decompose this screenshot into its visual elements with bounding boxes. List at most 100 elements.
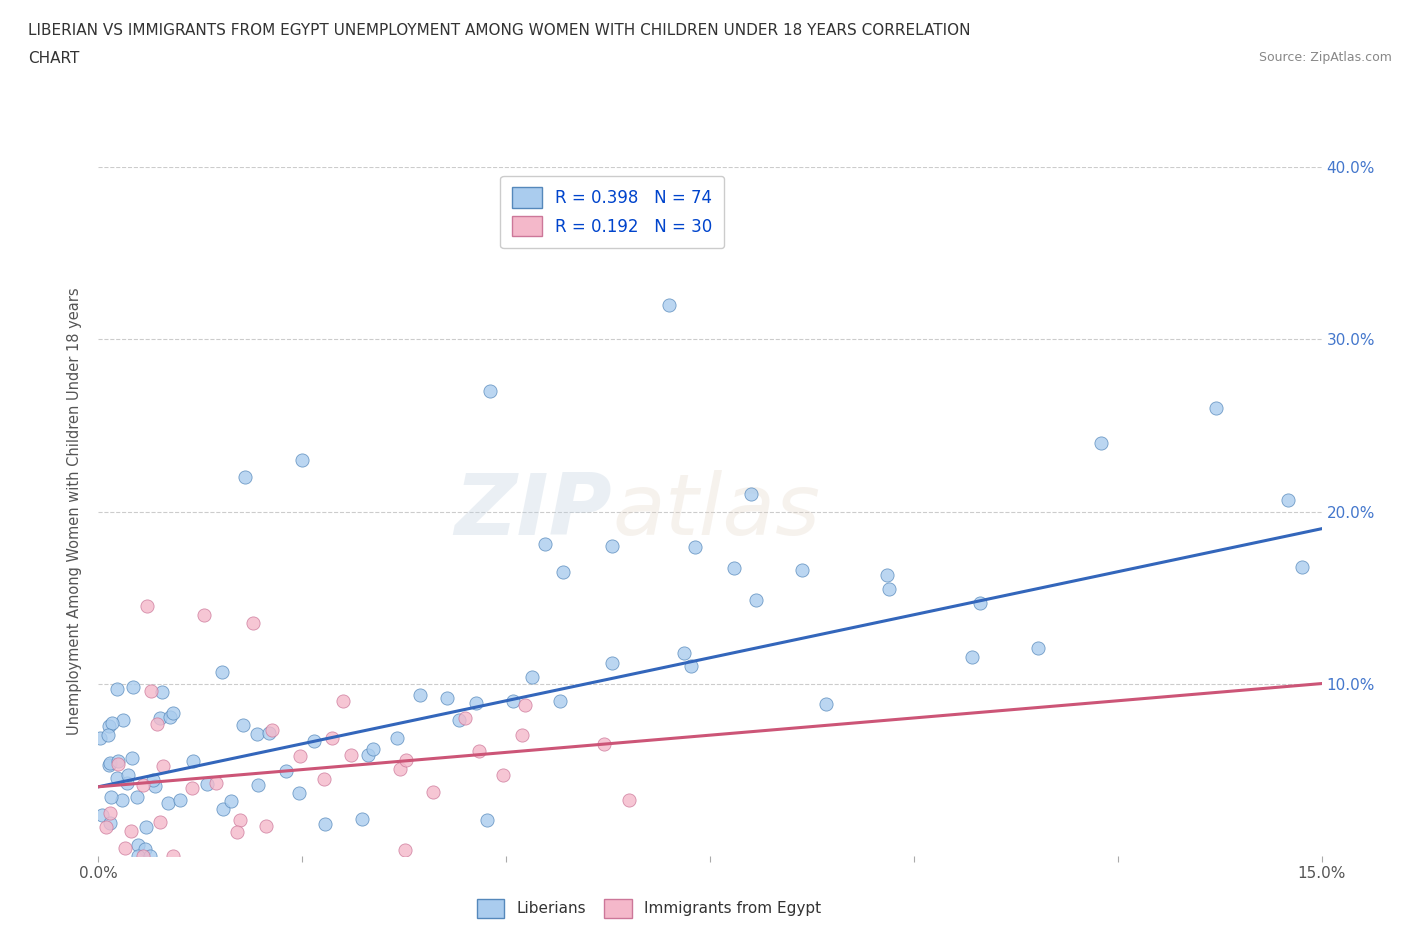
- Point: [339, 748, 361, 763]
- Point: [233, 470, 256, 485]
- Point: [247, 777, 270, 792]
- Point: [117, 767, 139, 782]
- Point: [211, 664, 233, 679]
- Point: [219, 793, 242, 808]
- Text: ZIP: ZIP: [454, 470, 612, 553]
- Point: [195, 777, 218, 791]
- Point: [408, 687, 430, 702]
- Point: [115, 776, 138, 790]
- Point: [1205, 401, 1227, 416]
- Point: [449, 713, 471, 728]
- Point: [136, 599, 159, 614]
- Point: [91, 807, 114, 822]
- Point: [394, 752, 416, 767]
- Point: [436, 690, 458, 705]
- Point: [361, 742, 384, 757]
- Point: [745, 593, 768, 608]
- Point: [134, 842, 156, 857]
- Point: [394, 843, 416, 857]
- Point: [422, 784, 444, 799]
- Point: [98, 755, 121, 770]
- Point: [150, 684, 173, 699]
- Point: [149, 814, 172, 829]
- Point: [89, 730, 111, 745]
- Point: [740, 487, 762, 502]
- Point: [960, 650, 983, 665]
- Point: [600, 656, 623, 671]
- Point: [468, 744, 491, 759]
- Point: [312, 772, 335, 787]
- Point: [512, 728, 534, 743]
- Point: [142, 772, 165, 787]
- Point: [502, 694, 524, 709]
- Point: [139, 684, 162, 699]
- Point: [478, 384, 501, 399]
- Point: [193, 607, 215, 622]
- Point: [388, 762, 411, 777]
- Point: [97, 757, 120, 772]
- Point: [121, 680, 143, 695]
- Point: [135, 820, 157, 835]
- Point: [385, 731, 408, 746]
- Point: [242, 616, 264, 631]
- Point: [162, 848, 184, 863]
- Point: [204, 776, 226, 790]
- Point: [132, 777, 155, 792]
- Point: [183, 753, 205, 768]
- Point: [226, 824, 249, 839]
- Point: [100, 816, 122, 830]
- Point: [94, 819, 117, 834]
- Point: [232, 718, 254, 733]
- Point: [304, 734, 326, 749]
- Point: [229, 813, 252, 828]
- Point: [97, 719, 120, 734]
- Point: [114, 840, 136, 855]
- Point: [180, 780, 202, 795]
- Point: [288, 748, 311, 763]
- Point: [120, 824, 142, 839]
- Point: [314, 817, 336, 831]
- Point: [288, 785, 311, 800]
- Point: [257, 725, 280, 740]
- Point: [491, 768, 513, 783]
- Point: [98, 805, 121, 820]
- Text: Source: ZipAtlas.com: Source: ZipAtlas.com: [1258, 51, 1392, 64]
- Point: [291, 453, 314, 468]
- Point: [1291, 560, 1313, 575]
- Point: [1277, 493, 1299, 508]
- Point: [149, 711, 172, 725]
- Point: [212, 802, 235, 817]
- Point: [600, 538, 623, 553]
- Point: [162, 705, 184, 720]
- Point: [262, 723, 284, 737]
- Point: [245, 726, 267, 741]
- Point: [1026, 641, 1049, 656]
- Point: [107, 757, 129, 772]
- Point: [254, 818, 277, 833]
- Point: [352, 812, 374, 827]
- Point: [101, 716, 124, 731]
- Point: [879, 581, 901, 596]
- Point: [332, 694, 354, 709]
- Point: [145, 717, 167, 732]
- Point: [127, 790, 149, 804]
- Legend: Liberians, Immigrants from Egypt: Liberians, Immigrants from Egypt: [471, 893, 827, 923]
- Point: [1347, 598, 1369, 613]
- Point: [617, 792, 640, 807]
- Point: [815, 697, 838, 711]
- Point: [107, 770, 129, 785]
- Point: [107, 681, 129, 696]
- Point: [513, 698, 536, 712]
- Point: [465, 696, 488, 711]
- Point: [111, 712, 134, 727]
- Point: [520, 670, 543, 684]
- Point: [157, 796, 180, 811]
- Point: [321, 731, 343, 746]
- Point: [159, 709, 181, 724]
- Point: [679, 658, 702, 673]
- Point: [127, 838, 149, 853]
- Point: [1090, 436, 1112, 451]
- Point: [138, 848, 160, 863]
- Point: [475, 813, 498, 828]
- Point: [790, 562, 813, 577]
